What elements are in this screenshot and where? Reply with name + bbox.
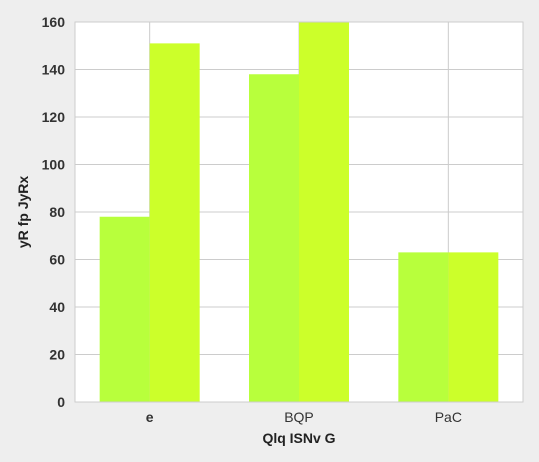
x-tick-label: PaC — [435, 409, 462, 425]
bar — [448, 252, 499, 402]
y-tick-label: 140 — [42, 62, 66, 78]
y-tick-label: 100 — [42, 157, 66, 173]
x-tick-label: BQP — [284, 409, 314, 425]
x-tick-label: e — [146, 409, 154, 425]
y-tick-label: 120 — [42, 109, 66, 125]
y-tick-labels: 0 20 40 60 80 100 120 140 160 — [42, 14, 66, 410]
bar — [149, 43, 200, 402]
bar — [99, 216, 150, 402]
bar — [398, 252, 449, 402]
bars — [99, 22, 499, 402]
y-tick-label: 20 — [49, 347, 65, 363]
x-tick-labels: e BQP PaC — [146, 409, 462, 425]
bar — [249, 74, 299, 402]
y-axis-title: yR fp JyRx — [15, 176, 31, 249]
x-axis-title: Qlq ISNv G — [262, 430, 335, 446]
plot-frame — [74, 21, 524, 403]
y-tick-label: 40 — [49, 299, 65, 315]
y-tick-label: 0 — [57, 394, 65, 410]
y-tick-label: 160 — [42, 14, 66, 30]
y-tick-label: 60 — [49, 252, 65, 268]
bar — [299, 22, 349, 402]
y-tick-label: 80 — [49, 204, 65, 220]
